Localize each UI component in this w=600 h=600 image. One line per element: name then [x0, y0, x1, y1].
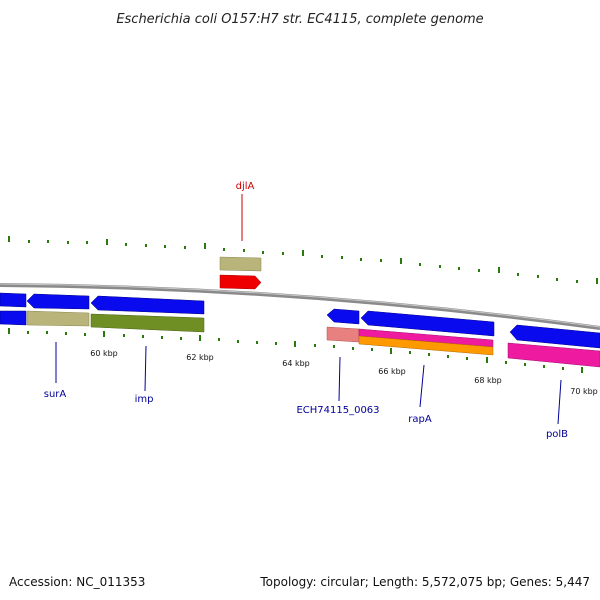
scale-label-70: 70 kbp — [570, 387, 598, 396]
reverse-strand-lower — [0, 310, 600, 368]
scale-label-64: 64 kbp — [282, 359, 310, 368]
scale-label-68: 68 kbp — [474, 376, 502, 385]
gene-djlA-top[interactable] — [219, 256, 262, 272]
gene-block[interactable] — [0, 310, 27, 326]
genome-summary-text: Topology: circular; Length: 5,572,075 bp… — [259, 575, 590, 589]
gene-label-ECH74115_0063[interactable]: ECH74115_0063 — [296, 405, 379, 416]
label-leaders — [55, 194, 562, 425]
gene-polB[interactable] — [507, 342, 600, 368]
gene-label-surA[interactable]: surA — [44, 389, 67, 400]
gene-imp-arrow[interactable] — [90, 295, 205, 315]
gene-surA-arrow[interactable] — [26, 293, 90, 310]
scale-label-60: 60 kbp — [90, 349, 118, 358]
gene-label-rapA[interactable]: rapA — [408, 414, 432, 425]
reverse-strand-upper — [0, 292, 600, 349]
inner-tick-row — [8, 328, 583, 373]
gene-rapA-orange[interactable] — [358, 335, 494, 356]
gene-rapA-arrow[interactable] — [360, 310, 495, 337]
gene-surA[interactable] — [26, 310, 90, 327]
gene-arrow[interactable] — [0, 292, 27, 308]
gene-djlA[interactable] — [219, 274, 262, 290]
gene-imp[interactable] — [90, 313, 205, 333]
outer-tick-row — [8, 236, 598, 284]
gene-label-imp[interactable]: imp — [135, 394, 154, 405]
gene-label-polB[interactable]: polB — [546, 429, 568, 440]
scale-label-62: 62 kbp — [186, 353, 214, 362]
gene-label-djlA[interactable]: djlA — [236, 181, 255, 192]
map-title: Escherichia coli O157:H7 str. EC4115, co… — [116, 12, 483, 27]
genome-backbone — [0, 283, 600, 330]
scale-label-66: 66 kbp — [378, 367, 406, 376]
accession-text: Accession: NC_011353 — [9, 575, 145, 589]
gene-polB-arrow[interactable] — [509, 324, 600, 349]
forward-strand-genes — [219, 256, 262, 290]
gene-ECH74115-0063[interactable] — [326, 308, 360, 325]
gene-salmon[interactable] — [326, 326, 360, 343]
